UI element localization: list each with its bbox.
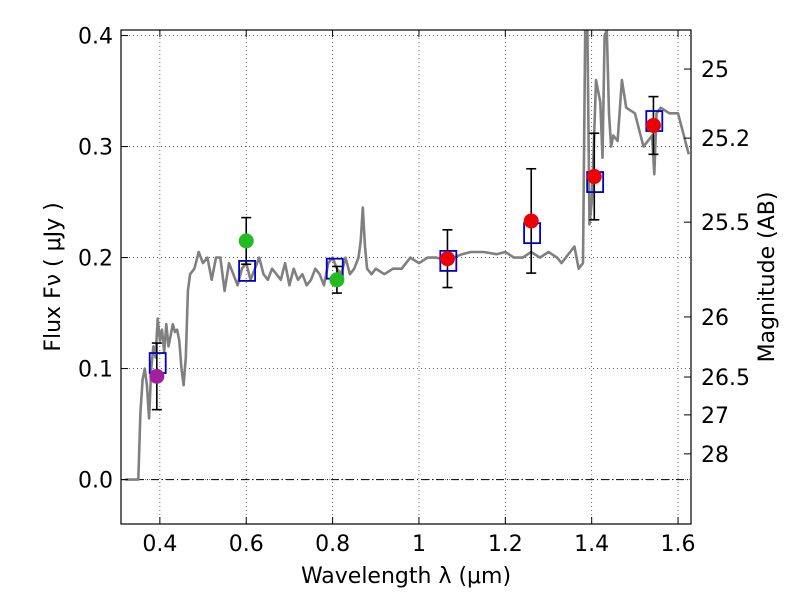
- y-axis-title: Flux Fν ( μJy ): [41, 202, 66, 351]
- observed-points: [149, 117, 661, 384]
- y2-tick-label: 25.5: [701, 211, 750, 236]
- grid: [121, 30, 691, 524]
- observed-point-red: [439, 251, 455, 267]
- x-tick-label: 0.6: [229, 532, 264, 557]
- x-tick-label: 1.6: [661, 532, 696, 557]
- y2-axis-title: Magnitude (AB): [755, 192, 780, 363]
- observed-point-red: [645, 117, 661, 133]
- x-tick-label: 1.4: [574, 532, 609, 557]
- y-tick-label: 0.4: [78, 25, 113, 50]
- x-axis-title: Wavelength λ (μm): [301, 564, 511, 589]
- y2-tick-label: 26: [701, 306, 729, 331]
- y-tick-label: 0.3: [78, 136, 113, 161]
- y2-tick-label: 25.2: [701, 127, 750, 152]
- x-tick-label: 0.8: [315, 532, 350, 557]
- observed-point-red: [586, 169, 602, 185]
- y-tick-label: 0.1: [78, 358, 113, 383]
- y-tick-label: 0.2: [78, 247, 113, 272]
- observed-point-red: [523, 213, 539, 229]
- spectrum-series: [125, 30, 691, 481]
- observed-point-purple: [149, 368, 165, 384]
- y2-tick-label: 28: [701, 443, 729, 468]
- y2-tick-label: 26.5: [701, 366, 750, 391]
- y-tick-label: 0.0: [78, 469, 113, 494]
- model-box: [238, 259, 256, 282]
- model-boxes: [148, 110, 664, 374]
- y2-tick-label: 25: [701, 58, 729, 83]
- x-tick-label: 0.4: [142, 532, 177, 557]
- ticks: 0.4 0.6 0.8 1 1.2 1.4 1.6 0.0 0.1 0.2 0.3 0.4 25 25.2…: [78, 25, 750, 557]
- plot-frame: [120, 29, 692, 525]
- y2-tick-label: 27: [701, 404, 729, 429]
- x-tick-label: 1: [412, 532, 426, 557]
- x-tick-label: 1.2: [488, 532, 523, 557]
- observed-point-green: [238, 233, 254, 249]
- spectrum-line: [125, 30, 691, 481]
- observed-point-green: [329, 272, 345, 288]
